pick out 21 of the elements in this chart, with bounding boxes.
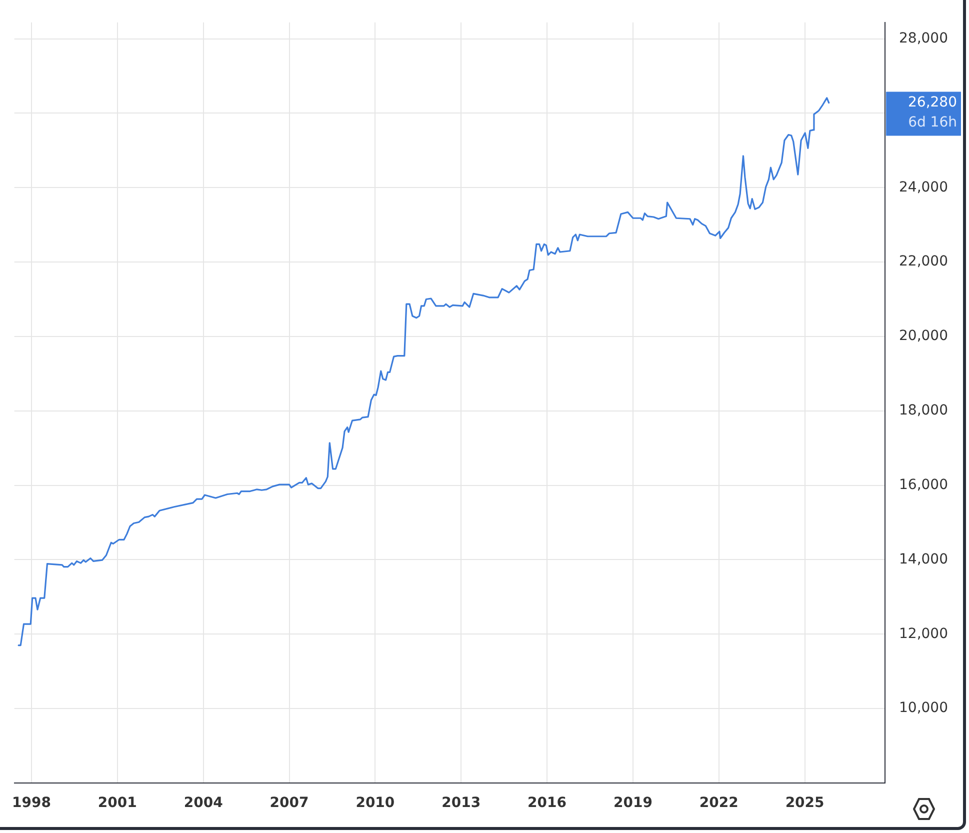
y-tick-label: 14,000	[899, 551, 948, 568]
x-tick-label: 1998	[12, 795, 51, 812]
x-tick-label: 2001	[98, 795, 137, 812]
x-tick-label: 2019	[613, 795, 652, 812]
x-tick-label: 2010	[356, 795, 395, 812]
text: 6d 16h	[908, 114, 957, 130]
x-tick-label: 2022	[699, 795, 738, 812]
x-tick-label: 2007	[270, 795, 309, 812]
x-tick-label: 2013	[442, 795, 481, 812]
y-tick-label: 18,000	[899, 402, 948, 419]
x-tick-label: 2016	[528, 795, 567, 812]
y-tick-label: 12,000	[899, 626, 948, 642]
x-tick-label: 2025	[785, 795, 824, 812]
y-tick-label: 16,000	[899, 476, 948, 493]
x-tick-label: 2004	[184, 795, 224, 812]
y-tick-label: 24,000	[899, 179, 948, 196]
y-tick-label: 28,000	[899, 30, 948, 46]
y-tick-label: 22,000	[899, 254, 948, 270]
y-tick-label: 10,000	[899, 700, 948, 716]
y-tick-label: 20,000	[899, 328, 948, 344]
text: 26,280	[908, 94, 957, 110]
